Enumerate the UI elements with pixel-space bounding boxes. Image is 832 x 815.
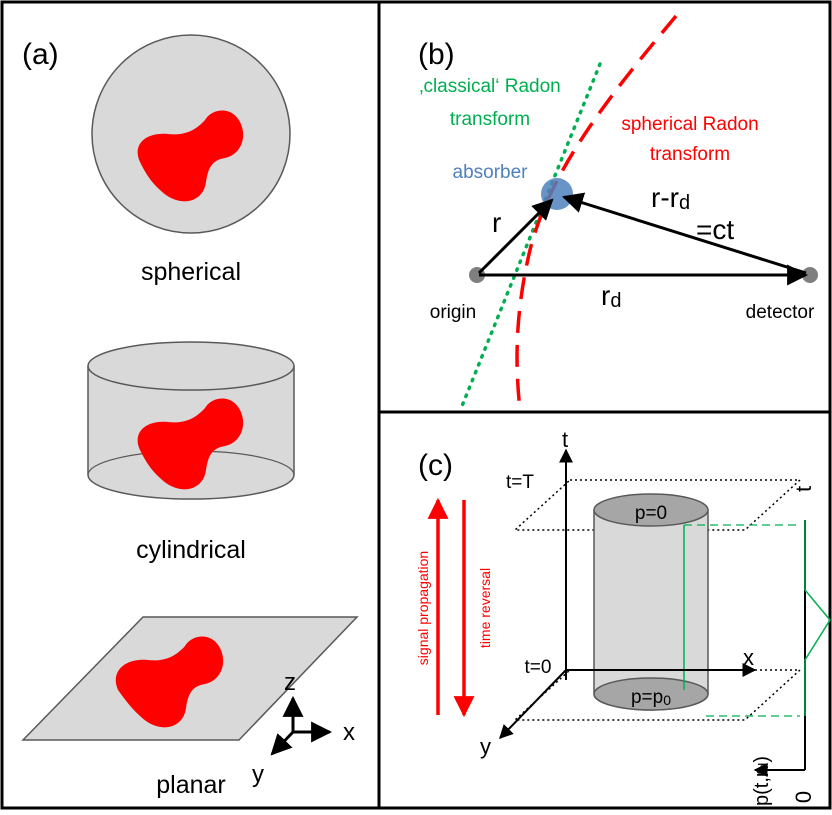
origin-label: origin <box>430 302 476 323</box>
signal-trace <box>804 520 831 716</box>
axis-z-label: z <box>284 669 296 696</box>
panel-c-label: (c) <box>418 449 453 482</box>
time-reversal-label: time reversal <box>477 568 493 648</box>
spherical-label: spherical <box>141 258 241 286</box>
absorber-blob-cylindrical <box>137 398 244 490</box>
axis-x-c-label: x <box>743 645 754 670</box>
spherical-radon-label-line1: spherical Radon <box>621 114 758 135</box>
absorber-blob-planar <box>115 636 224 728</box>
classical-radon-label-line1: ‚classical‘ Radon <box>419 76 561 97</box>
absorber-label: absorber <box>453 162 529 183</box>
spherical-radon-label-line2: transform <box>650 144 730 165</box>
signal-graph-t-label: t <box>791 486 816 492</box>
signal-graph-zero-label: 0 <box>791 791 816 803</box>
cylindrical-label: cylindrical <box>136 536 246 564</box>
panel-a-label: (a) <box>22 38 59 71</box>
axis-t-label: t <box>562 427 568 452</box>
rd-label: rd <box>601 280 621 312</box>
axis-y-c-label: y <box>480 734 491 759</box>
detector-label: detector <box>746 302 815 323</box>
axis-y-arrow <box>270 730 295 756</box>
panel-a: (a) spherical cylindrical planar z x y <box>21 34 359 799</box>
signal-graph-p-label: p(t,rd) <box>751 756 773 806</box>
panel-b: (b) ‚classical‘ Radon transform spherica… <box>418 14 818 411</box>
vector-r <box>477 198 554 275</box>
cylinder-c-top <box>593 493 709 527</box>
eq-ct-label: =ct <box>696 214 734 245</box>
p-p0-label: p=p0 <box>631 687 671 708</box>
planar-label: planar <box>156 771 226 799</box>
panel-b-label: (b) <box>418 38 455 71</box>
spherical-radon-arc <box>515 14 678 411</box>
signal-propagation-label: signal propagation <box>415 551 431 665</box>
panel-c: (c) signal propagation time reversal t t… <box>415 427 831 806</box>
cylinder-c-bottom <box>593 677 709 711</box>
r-label: r <box>492 207 501 238</box>
axis-y-c-arrow <box>499 669 567 740</box>
axis-y-label: y <box>252 761 264 788</box>
absorber-blob-spherical <box>137 110 244 202</box>
axis-x-label: x <box>343 719 355 746</box>
classical-radon-line <box>460 62 602 408</box>
p-zero-label: p=0 <box>635 503 667 524</box>
t-T-label: t=T <box>506 472 534 493</box>
vector-r-minus-rd <box>561 192 807 275</box>
t-0-label: t=0 <box>525 657 552 678</box>
cylinder-top <box>87 341 295 391</box>
classical-radon-label-line2: transform <box>450 109 530 130</box>
r-minus-rd-label: r-rd <box>651 182 690 214</box>
